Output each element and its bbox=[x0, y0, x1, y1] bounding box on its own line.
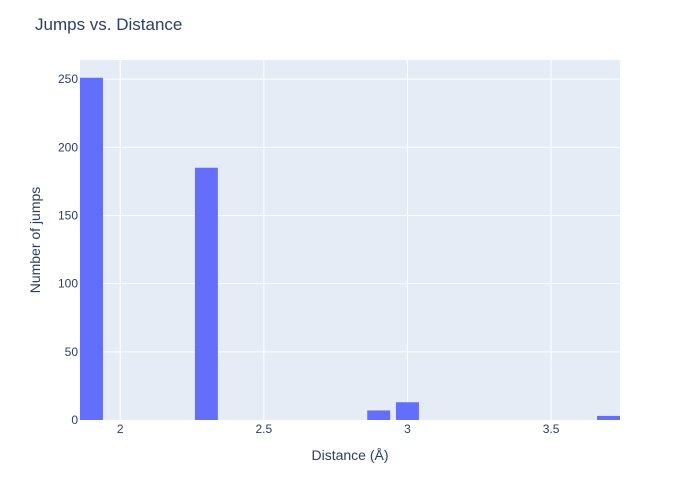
x-axis-title: Distance (Å) bbox=[311, 447, 388, 463]
x-tick-labels: 2 2.5 3 3.5 bbox=[117, 422, 560, 436]
bar[interactable] bbox=[80, 77, 103, 421]
y-axis-title: Number of jumps bbox=[27, 187, 43, 294]
chart-title: Jumps vs. Distance bbox=[35, 15, 182, 34]
bar[interactable] bbox=[194, 167, 218, 420]
y-tick-label: 250 bbox=[58, 72, 78, 86]
y-tick-label: 100 bbox=[58, 277, 78, 291]
grid-lines bbox=[80, 60, 620, 420]
y-tick-label: 150 bbox=[58, 208, 78, 222]
y-tick-labels: 0 50 100 150 200 250 bbox=[58, 72, 78, 427]
x-tick-label: 3.5 bbox=[543, 422, 560, 436]
y-tick-label: 0 bbox=[71, 413, 78, 427]
x-tick-label: 2.5 bbox=[255, 422, 272, 436]
bar[interactable] bbox=[367, 410, 391, 420]
bar[interactable] bbox=[395, 402, 419, 420]
x-tick-label: 2 bbox=[117, 422, 124, 436]
bar[interactable] bbox=[597, 415, 620, 420]
x-tick-label: 3 bbox=[404, 422, 411, 436]
plot-background bbox=[80, 60, 620, 420]
bars bbox=[80, 77, 620, 421]
y-tick-label: 200 bbox=[58, 140, 78, 154]
y-tick-label: 50 bbox=[65, 345, 79, 359]
